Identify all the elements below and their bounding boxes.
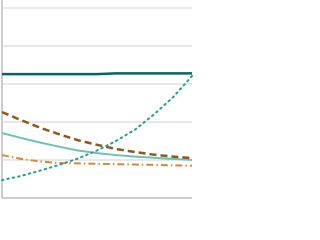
series-line [1, 154, 193, 167]
chart [1, 0, 193, 199]
page: (() => { const data = JSON.parse(documen… [1, 0, 193, 199]
series-line [1, 110, 193, 160]
series-line [2, 72, 192, 76]
series-line [1, 132, 193, 161]
series-line [1, 75, 193, 182]
